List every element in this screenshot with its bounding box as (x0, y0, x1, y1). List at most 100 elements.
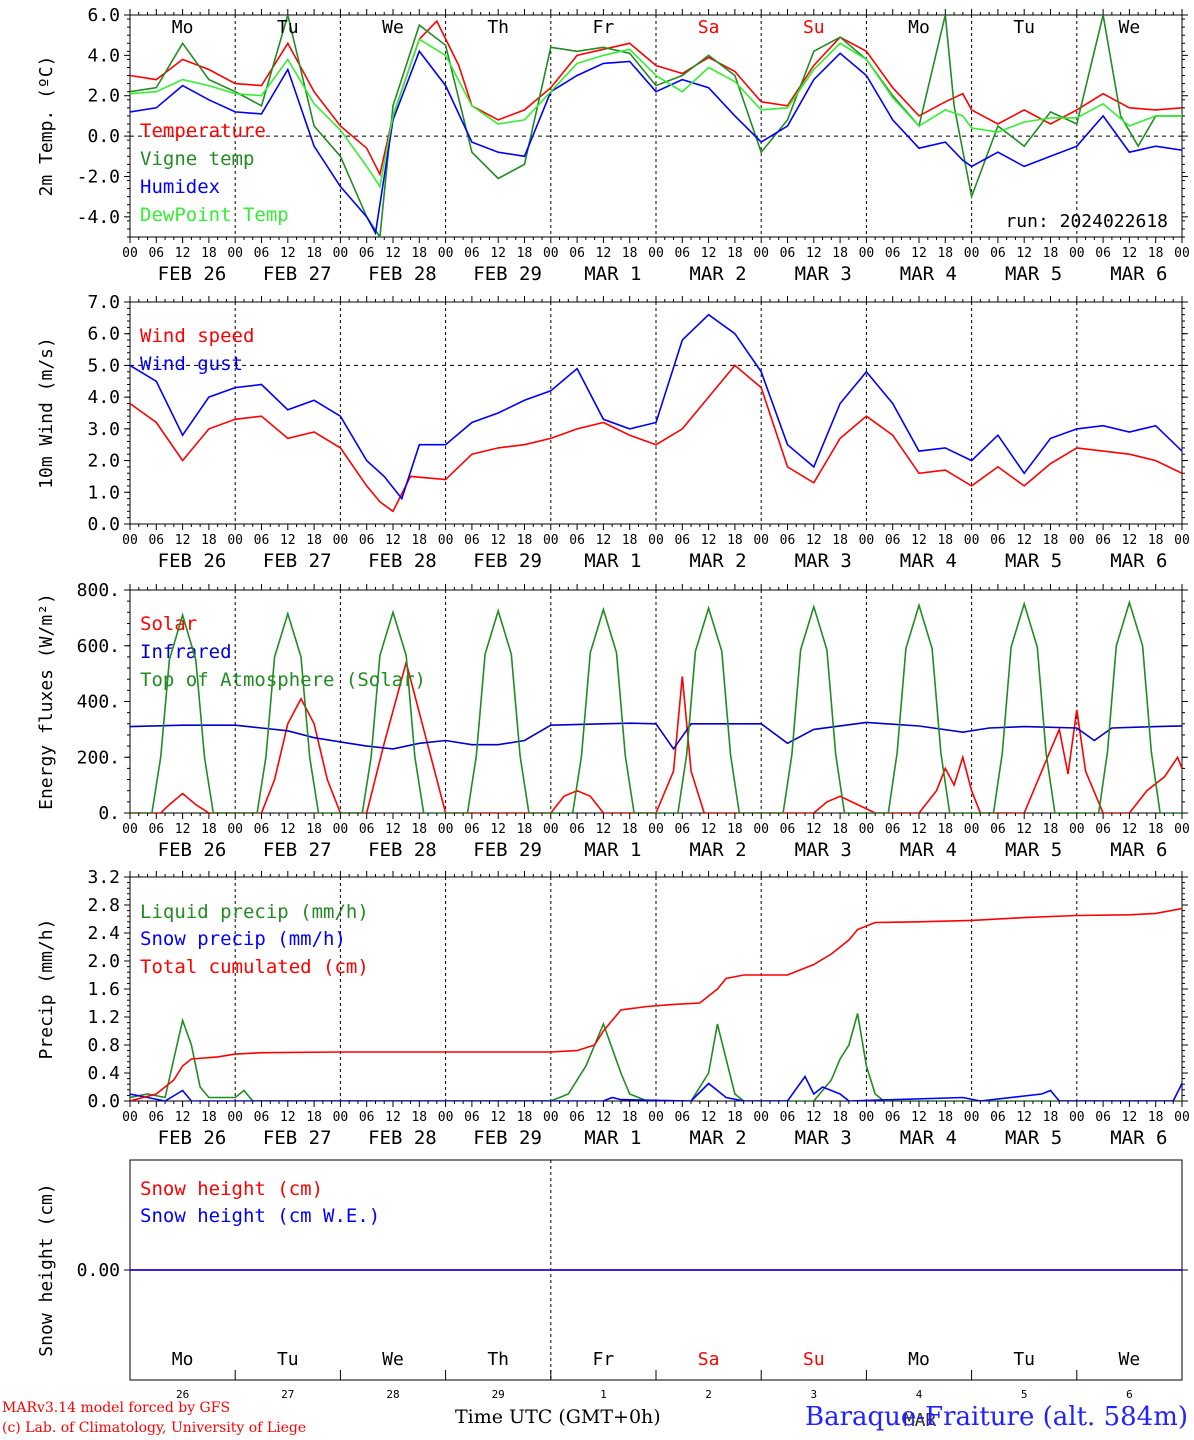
y-tick-label: 2.4 (87, 923, 120, 944)
x-hour-label: 06 (990, 1110, 1006, 1125)
date-label: MAR 1 (584, 550, 641, 572)
x-hour-label: 06 (1095, 533, 1111, 548)
legend-entry: Liquid precip (mm/h) (140, 901, 369, 923)
x-hour-label: 18 (306, 533, 322, 548)
day-number-label: 5 (1021, 1388, 1028, 1401)
x-hour-label: 18 (1043, 822, 1059, 837)
x-hour-label: 18 (1043, 246, 1059, 261)
x-hour-label: 12 (1016, 246, 1032, 261)
x-hour-label: 06 (674, 533, 690, 548)
date-label: FEB 26 (158, 1127, 227, 1149)
date-label: MAR 1 (584, 263, 641, 285)
day-number-label: 27 (281, 1388, 294, 1401)
x-hour-label: 00 (333, 533, 349, 548)
x-hour-label: 12 (385, 246, 401, 261)
x-hour-label: 18 (201, 822, 217, 837)
x-hour-label: 12 (1122, 822, 1138, 837)
x-hour-label: 06 (674, 1110, 690, 1125)
date-label: MAR 3 (795, 550, 852, 572)
x-hour-label: 12 (1016, 1110, 1032, 1125)
x-hour-label: 12 (701, 533, 717, 548)
y-tick-label: 2.0 (87, 451, 120, 472)
y-tick-label: 600. (77, 636, 120, 657)
x-hour-label: 18 (937, 533, 953, 548)
x-hour-label: 12 (490, 822, 506, 837)
date-label: FEB 28 (368, 263, 437, 285)
x-hour-label: 00 (648, 533, 664, 548)
x-hour-label: 12 (490, 246, 506, 261)
y-tick-label: 6.0 (87, 324, 120, 345)
x-hour-label: 12 (701, 1110, 717, 1125)
x-hour-label: 18 (622, 533, 638, 548)
x-hour-label: 18 (832, 533, 848, 548)
x-hour-label: 00 (753, 822, 769, 837)
x-hour-label: 18 (1043, 533, 1059, 548)
date-label: MAR 2 (689, 263, 746, 285)
x-hour-label: 12 (385, 533, 401, 548)
date-label: MAR 3 (795, 1127, 852, 1149)
x-hour-label: 18 (622, 822, 638, 837)
x-hour-label: 06 (359, 533, 375, 548)
x-hour-label: 00 (859, 822, 875, 837)
y-tick-label: 2.0 (87, 86, 120, 107)
x-hour-label: 18 (937, 246, 953, 261)
x-hour-label: 00 (227, 246, 243, 261)
weekday-label: We (1119, 17, 1141, 38)
x-hour-label: 18 (306, 246, 322, 261)
x-hour-label: 12 (806, 1110, 822, 1125)
day-number-label: 3 (810, 1388, 817, 1401)
x-hour-label: 06 (780, 822, 796, 837)
date-label: FEB 28 (368, 550, 437, 572)
x-hour-label: 18 (201, 246, 217, 261)
x-hour-label: 18 (517, 246, 533, 261)
date-label: MAR 6 (1110, 839, 1167, 861)
y-tick-label: 2.8 (87, 895, 120, 916)
x-hour-label: 18 (622, 1110, 638, 1125)
weekday-label: Su (803, 17, 825, 38)
x-hour-label: 00 (122, 822, 138, 837)
x-hour-label: 12 (175, 1110, 191, 1125)
legend-entry: Vigne temp (140, 148, 254, 170)
x-hour-label: 06 (1095, 1110, 1111, 1125)
date-label: FEB 27 (263, 1127, 332, 1149)
x-hour-label: 12 (280, 246, 296, 261)
x-hour-label: 06 (674, 246, 690, 261)
date-label: MAR 3 (795, 263, 852, 285)
day-number-label: 29 (492, 1388, 505, 1401)
x-hour-label: 18 (201, 533, 217, 548)
series-humidex (130, 49, 1182, 236)
date-label: FEB 29 (473, 263, 542, 285)
x-hour-label: 06 (359, 822, 375, 837)
y-axis-label: Snow height (cm) (36, 1183, 57, 1356)
x-hour-label: 06 (254, 533, 270, 548)
x-hour-label: 00 (753, 1110, 769, 1125)
panel-frame-2 (129, 589, 1183, 814)
x-hour-label: 00 (964, 1110, 980, 1125)
x-hour-label: 00 (438, 533, 454, 548)
y-tick-label: 2.0 (87, 951, 120, 972)
x-hour-label: 12 (175, 822, 191, 837)
x-hour-label: 06 (148, 533, 164, 548)
legend-entry: Snow height (cm W.E.) (140, 1205, 380, 1227)
series-liquid-precip-mm-h (130, 1013, 1182, 1101)
legend-entry: Total cumulated (cm) (140, 956, 369, 978)
weekday-label: Fr (593, 17, 615, 38)
date-label: FEB 28 (368, 839, 437, 861)
x-axis-title: Time UTC (GMT+0h) (455, 1406, 661, 1428)
x-hour-label: 18 (937, 1110, 953, 1125)
legend-entry: Humidex (140, 176, 220, 198)
date-label: MAR 5 (1005, 550, 1062, 572)
x-hour-label: 18 (1148, 533, 1164, 548)
x-hour-label: 12 (490, 1110, 506, 1125)
y-tick-label: 4.0 (87, 45, 120, 66)
x-hour-label: 18 (727, 533, 743, 548)
y-tick-label: 3.2 (87, 867, 120, 888)
x-hour-label: 00 (122, 246, 138, 261)
series-infrared (130, 721, 1182, 751)
x-hour-label: 00 (333, 1110, 349, 1125)
x-hour-label: 00 (122, 533, 138, 548)
x-hour-label: 06 (990, 533, 1006, 548)
weekday-label: We (382, 17, 404, 38)
x-hour-label: 12 (911, 246, 927, 261)
x-hour-label: 06 (885, 1110, 901, 1125)
